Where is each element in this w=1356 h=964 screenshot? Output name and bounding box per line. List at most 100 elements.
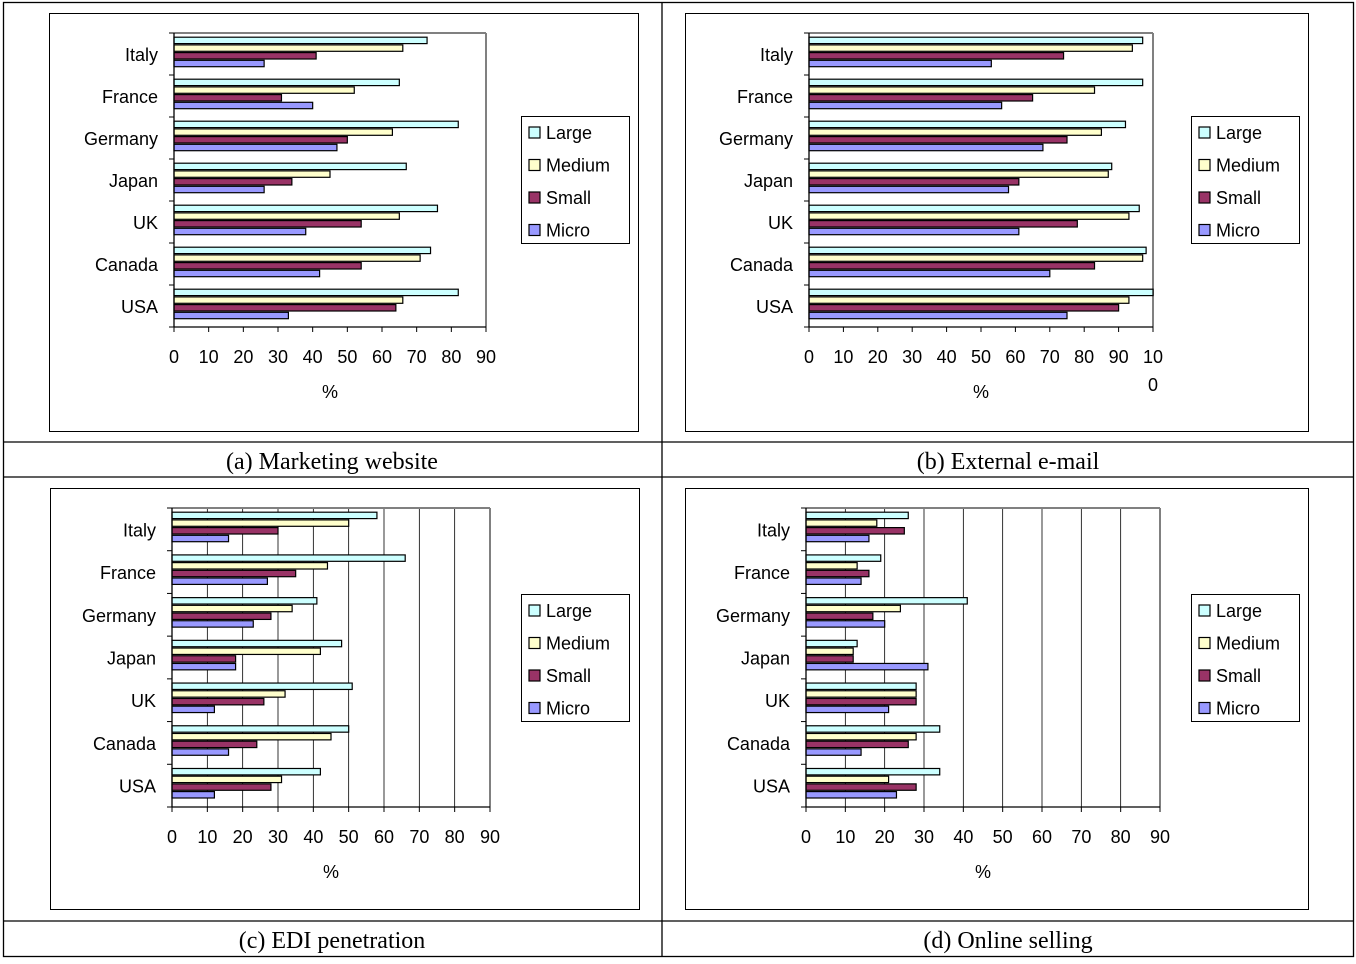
legend: Large Medium Small Micro [1191, 594, 1300, 722]
x-tick-label: 0 [1148, 375, 1158, 395]
x-axis-title: % [323, 862, 339, 882]
legend-swatch-micro [1198, 701, 1211, 715]
bar-large-germany [171, 597, 318, 605]
bar-large-japan [173, 162, 407, 171]
x-tick-label: 10 [835, 827, 855, 847]
x-tick-label: 50 [971, 347, 991, 367]
bar-micro-france [805, 577, 862, 586]
bar-medium-uk [173, 212, 400, 220]
x-axis-title: % [973, 382, 989, 402]
bar-micro-japan [805, 662, 929, 671]
bar-large-usa [808, 288, 1154, 297]
x-tick-label: 0 [804, 347, 814, 367]
legend-swatch-small [1198, 191, 1211, 204]
x-tick-label: 40 [303, 347, 323, 367]
legend-swatch-large [1198, 604, 1211, 617]
category-label: Canada [727, 734, 791, 754]
x-tick-label: 50 [339, 827, 359, 847]
legend: Large Medium Small Micro [521, 594, 630, 722]
x-tick-label: 60 [1005, 347, 1025, 367]
bar-micro-germany [173, 143, 338, 152]
bar-medium-germany [808, 128, 1102, 136]
category-label: France [100, 563, 156, 583]
bar-large-uk [808, 204, 1140, 213]
x-tick-label: 30 [902, 347, 922, 367]
bar-small-japan [171, 655, 237, 663]
x-tick-label: 10 [1143, 347, 1163, 367]
x-tick-label: 80 [445, 827, 465, 847]
bar-micro-france [171, 577, 269, 586]
bar-micro-canada [805, 748, 862, 756]
x-tick-label: 40 [937, 347, 957, 367]
x-tick-label: 70 [409, 827, 429, 847]
bar-micro-uk [171, 705, 216, 714]
legend-swatch-medium [528, 636, 541, 650]
legend-label: Large [1216, 123, 1262, 143]
category-label: UK [133, 213, 158, 233]
x-tick-label: 30 [914, 827, 934, 847]
bar-micro-germany [805, 620, 886, 628]
x-tick-label: 70 [1040, 347, 1060, 367]
x-tick-label: 40 [953, 827, 973, 847]
legend-swatch-small [528, 191, 541, 204]
bar-micro-italy [171, 534, 230, 543]
x-tick-label: 20 [233, 827, 253, 847]
bar-small-uk [805, 697, 917, 706]
bar-large-france [171, 554, 406, 562]
legend-label: Micro [546, 221, 590, 241]
legend-label: Small [1216, 188, 1261, 208]
category-label: Canada [93, 734, 157, 754]
x-tick-label: 70 [1071, 827, 1091, 847]
x-tick-label: 60 [374, 827, 394, 847]
panel-caption: (b) External e-mail [917, 449, 1100, 475]
bar-micro-usa [173, 311, 290, 320]
bar-micro-uk [805, 705, 890, 714]
bar-medium-canada [808, 254, 1144, 262]
chart-panel-3: Italy France Germany Japan UK Canada USA 0 10 20 3… [50, 488, 640, 954]
bar-medium-canada [173, 254, 421, 262]
bar-micro-italy [173, 59, 265, 68]
bar-large-japan [805, 639, 858, 648]
bar-small-canada [805, 740, 909, 749]
category-label: UK [131, 691, 156, 711]
bar-small-france [808, 93, 1034, 102]
bar-micro-japan [171, 662, 237, 671]
bar-large-canada [805, 725, 941, 733]
bar-large-uk [171, 682, 353, 691]
legend-label: Medium [1216, 156, 1280, 176]
legend-label: Large [1216, 601, 1262, 621]
bar-large-france [173, 78, 400, 87]
bar-large-uk [805, 682, 917, 691]
category-label: France [102, 87, 158, 107]
legend-swatch-small [1198, 669, 1211, 682]
legend-swatch-medium [528, 158, 541, 172]
bar-large-italy [805, 511, 909, 520]
x-tick-label: 20 [868, 347, 888, 367]
bar-large-italy [808, 36, 1144, 45]
x-tick-label: 90 [480, 827, 500, 847]
category-label: Germany [716, 606, 790, 626]
legend-swatch-medium [1198, 636, 1211, 650]
x-tick-label: 90 [476, 347, 496, 367]
category-label: USA [756, 297, 793, 317]
bar-medium-germany [171, 604, 293, 613]
chart-panel-2: Italy France Germany Japan UK Canada USA 0 10 20 3… [685, 13, 1309, 475]
legend-label: Large [546, 123, 592, 143]
bar-micro-canada [808, 269, 1051, 278]
bar-micro-canada [171, 748, 230, 756]
bar-small-germany [805, 612, 874, 621]
bar-small-uk [171, 697, 265, 706]
bar-medium-japan [171, 647, 321, 656]
bar-small-germany [173, 136, 348, 144]
category-label: Italy [125, 45, 158, 65]
bar-small-uk [173, 220, 362, 228]
bar-small-canada [173, 262, 362, 270]
x-tick-label: 10 [199, 347, 219, 367]
category-label: France [737, 87, 793, 107]
bar-small-usa [805, 783, 917, 791]
bar-large-france [808, 78, 1144, 87]
bar-small-uk [808, 220, 1078, 228]
x-tick-label: 10 [197, 827, 217, 847]
bar-medium-france [173, 86, 355, 94]
bar-large-usa [171, 767, 321, 776]
